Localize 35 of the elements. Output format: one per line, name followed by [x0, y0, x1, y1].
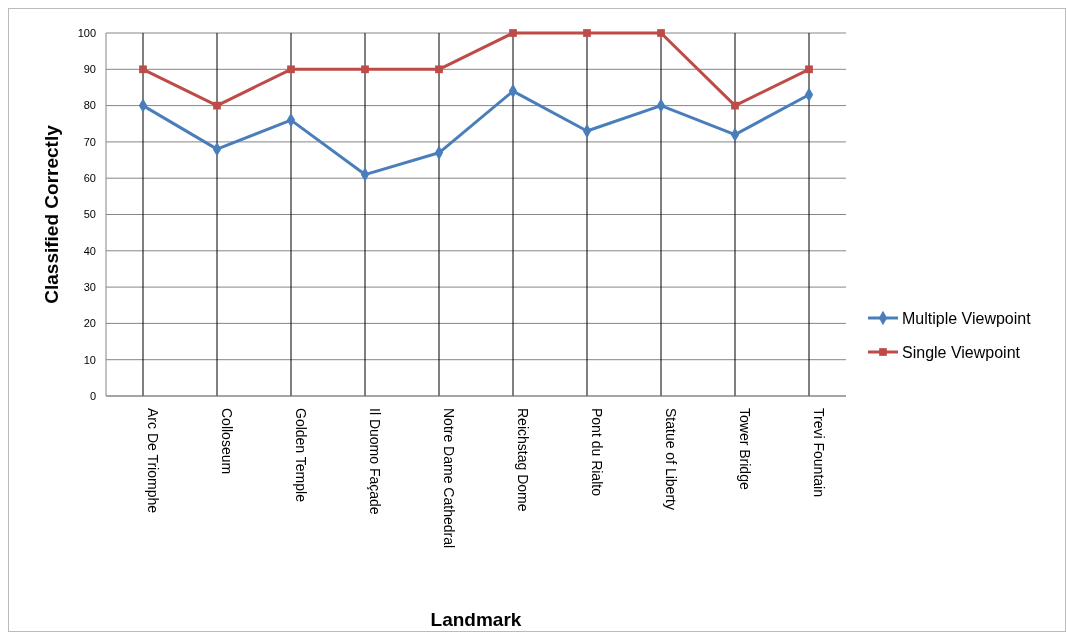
y-tick-label: 70 — [83, 135, 96, 148]
x-tick-label: Golden Temple — [293, 408, 309, 503]
y-tick-label: 0 — [89, 389, 96, 402]
y-tick-label: 30 — [83, 280, 96, 293]
y-axis-title: Classified Correctly — [41, 124, 62, 304]
point — [583, 29, 591, 37]
x-tick-label: Notre Dame Cathedral — [441, 408, 457, 549]
y-tick-label: 90 — [83, 63, 96, 76]
point — [213, 101, 221, 110]
point — [657, 29, 665, 37]
x-tick-label: Statue of Liberty — [663, 408, 679, 510]
x-tick-label: Arc De Triomphe — [145, 408, 161, 514]
point — [435, 65, 443, 74]
legend-label: Multiple Viewpoint — [902, 309, 1032, 327]
y-tick-label: 20 — [83, 317, 96, 330]
y-tick-label: 100 — [77, 26, 96, 39]
y-tick-label: 40 — [83, 244, 96, 257]
x-tick-label: Pont du Rialto — [589, 408, 605, 497]
x-tick-label: Il Duomo Façade — [367, 408, 383, 515]
x-tick-label: Reichstag Dome — [515, 408, 531, 512]
x-tick-label: Trevi Fountain — [811, 408, 827, 497]
y-tick-label: 60 — [83, 172, 96, 185]
point — [805, 65, 813, 74]
legend-label: Single Viewpoint — [902, 343, 1021, 361]
y-tick-label: 50 — [83, 208, 96, 221]
x-tick-label: Colloseum — [219, 408, 235, 475]
point — [361, 65, 369, 74]
y-tick-label: 80 — [83, 99, 96, 112]
x-axis-title: Landmark — [430, 609, 522, 630]
point — [287, 65, 295, 74]
point — [509, 29, 517, 37]
point — [139, 65, 147, 74]
y-tick-label: 10 — [83, 353, 96, 366]
x-tick-label: Tower Bridge — [737, 408, 753, 490]
point — [731, 101, 739, 110]
